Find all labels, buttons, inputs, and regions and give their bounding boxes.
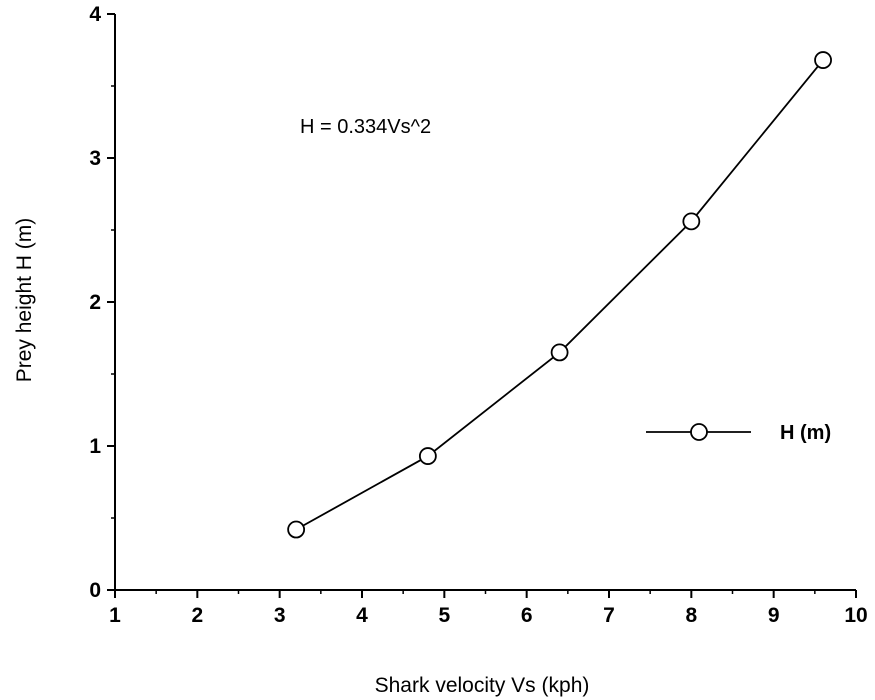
equation-annotation: H = 0.334Vs^2	[300, 116, 431, 138]
x-tick-label: 7	[603, 604, 615, 627]
data-point	[287, 520, 306, 539]
data-point	[418, 447, 437, 465]
y-tick-label: 4	[89, 3, 101, 26]
x-tick-label: 6	[521, 604, 533, 627]
data-point	[682, 212, 701, 231]
x-axis-title: Shark velocity Vs (kph)	[375, 674, 590, 697]
x-tick-label: 4	[356, 604, 368, 627]
x-tick-label: 1	[109, 604, 121, 627]
data-point	[550, 343, 569, 362]
y-tick-label: 3	[89, 147, 101, 170]
x-tick-label: 2	[191, 604, 203, 627]
x-tick-label: 3	[274, 604, 286, 627]
y-tick-label: 2	[89, 291, 101, 314]
y-tick-label: 1	[89, 435, 101, 458]
x-tick-label: 9	[768, 604, 780, 627]
legend-marker	[690, 423, 708, 441]
x-tick-label: 5	[438, 604, 450, 627]
x-tick-label: 10	[844, 604, 867, 627]
x-tick-label: 8	[685, 604, 697, 627]
series-layer	[287, 51, 832, 539]
axes	[114, 14, 856, 591]
y-tick-label: 0	[89, 579, 101, 602]
legend: H (m)	[646, 422, 831, 444]
data-point	[814, 51, 832, 69]
y-axis-title: Prey height H (m)	[13, 218, 36, 383]
legend-label: H (m)	[780, 422, 831, 444]
